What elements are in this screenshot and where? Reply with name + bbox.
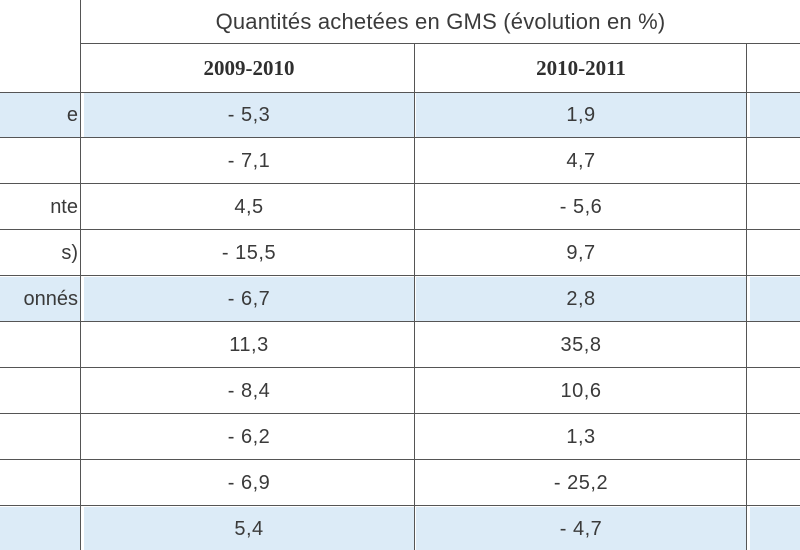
table-cell: 2,8 <box>566 287 596 310</box>
row-label <box>0 323 78 367</box>
column-divider <box>414 44 415 550</box>
row-label: onnés <box>0 277 79 321</box>
table-cell: 1,3 <box>566 425 596 448</box>
row-label: nte <box>0 185 78 229</box>
row-label <box>0 369 78 413</box>
table-cell: - 5,3 <box>227 103 271 126</box>
row-highlight-band <box>750 93 800 137</box>
row-label <box>0 415 78 459</box>
table-cell: 9,7 <box>566 241 596 264</box>
table-cell: - 25,2 <box>553 471 609 494</box>
column-divider <box>746 44 747 550</box>
row-divider <box>0 183 800 184</box>
row-label-text: nte <box>50 195 78 218</box>
row-label-text: s) <box>61 241 78 264</box>
table-cell: - 6,2 <box>227 425 271 448</box>
row-divider <box>0 505 800 506</box>
table-cell: - 15,5 <box>221 241 277 264</box>
row-highlight-band <box>416 277 746 321</box>
column-divider <box>80 44 81 550</box>
row-divider <box>0 413 800 414</box>
row-highlight-band <box>750 507 800 550</box>
row-divider <box>0 367 800 368</box>
row-highlight-band <box>0 93 80 137</box>
table-cell: - 4,7 <box>559 517 603 540</box>
row-highlight-band <box>0 507 80 550</box>
table-cell: - 6,7 <box>227 287 271 310</box>
table-cell: - 8,4 <box>227 379 271 402</box>
table-cell: 10,6 <box>560 379 602 402</box>
row-label <box>0 139 78 183</box>
row-divider <box>0 137 800 138</box>
table-cell: - 7,1 <box>227 149 271 172</box>
table-cell: - 5,6 <box>559 195 603 218</box>
row-label: s) <box>0 231 78 275</box>
table-cell: 5,4 <box>234 517 264 540</box>
row-highlight-band <box>750 277 800 321</box>
table-cell: 1,9 <box>566 103 596 126</box>
row-label <box>0 507 78 550</box>
column-header-2010-2011: 2010-2011 <box>536 56 626 80</box>
table-title: Quantités achetées en GMS (évolution en … <box>80 0 800 44</box>
table-cell: 11,3 <box>229 333 269 356</box>
row-divider <box>0 92 800 93</box>
table-cell: 4,5 <box>234 195 264 218</box>
row-highlight-band <box>84 277 414 321</box>
row-label-text: onnés <box>23 287 79 310</box>
row-highlight-band <box>84 507 414 550</box>
row-divider <box>0 321 800 322</box>
row-highlight-band <box>416 93 746 137</box>
row-label-text: e <box>66 103 78 126</box>
column-header-2009-2010: 2009-2010 <box>203 56 295 80</box>
table-cell: 4,7 <box>566 149 596 172</box>
row-divider <box>0 459 800 460</box>
row-divider <box>0 275 800 276</box>
table-cell: 35,8 <box>560 333 602 356</box>
table-cell: - 6,9 <box>227 471 271 494</box>
row-label: e <box>0 93 78 137</box>
row-label <box>0 461 78 505</box>
row-divider <box>0 229 800 230</box>
row-highlight-band <box>84 93 414 137</box>
row-highlight-band <box>416 507 746 550</box>
row-highlight-band <box>0 277 80 321</box>
